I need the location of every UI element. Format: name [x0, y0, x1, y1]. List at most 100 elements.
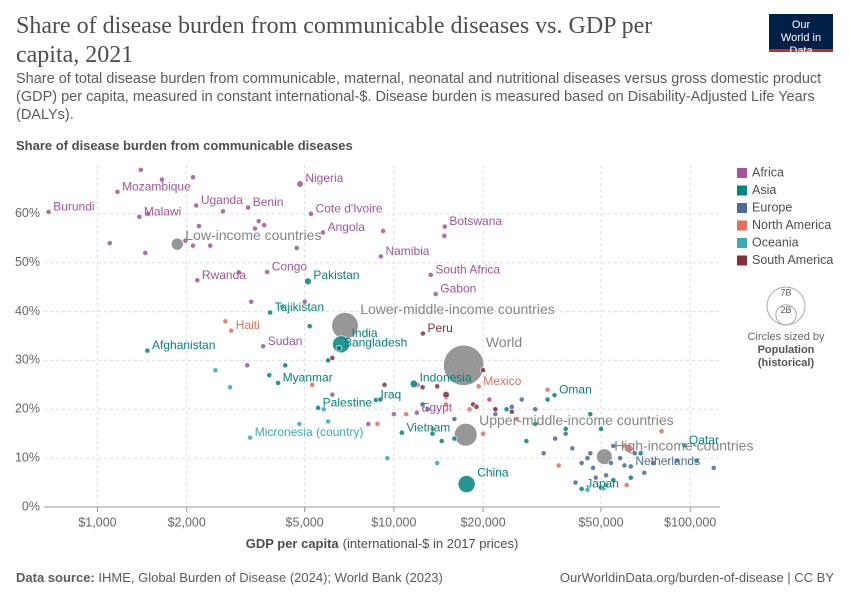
point	[267, 309, 273, 316]
point-label: High-income countries	[614, 438, 753, 454]
point	[227, 384, 233, 391]
point	[596, 448, 613, 465]
point	[627, 463, 634, 470]
point	[457, 475, 476, 493]
point	[475, 383, 482, 390]
point	[434, 460, 441, 466]
x-tick-label: $1,000	[78, 515, 116, 529]
point	[245, 204, 252, 211]
point	[555, 462, 562, 469]
point-label: Tajikistan	[275, 300, 324, 314]
point	[182, 237, 189, 244]
point-label: Iraq	[381, 388, 402, 402]
point	[451, 416, 458, 422]
point	[658, 428, 665, 435]
point-label: Benin	[253, 195, 284, 209]
point	[222, 318, 229, 325]
point	[590, 465, 596, 471]
point-label: Micronesia (country)	[255, 425, 364, 439]
point	[228, 327, 235, 334]
point	[248, 298, 255, 305]
url[interactable]: OurWorldinData.org/burden-of-disease | C…	[559, 570, 834, 585]
point	[631, 450, 638, 457]
point-label: Upper-middle-income countries	[479, 412, 674, 428]
point	[380, 228, 387, 234]
point	[159, 176, 165, 183]
point	[309, 381, 316, 388]
x-tick-label: $10,000	[371, 515, 416, 529]
point	[480, 367, 486, 374]
point	[603, 472, 609, 479]
point	[296, 421, 303, 427]
point	[335, 344, 343, 352]
point	[235, 269, 242, 276]
point	[106, 240, 113, 247]
point	[480, 430, 486, 437]
y-tick-label: 10%	[15, 450, 40, 464]
point	[523, 438, 530, 444]
point	[145, 210, 151, 217]
size-legend-label: 2B	[780, 305, 791, 315]
point-label: Lower-middle-income countries	[360, 301, 555, 317]
logo[interactable]: Our World in Data	[769, 14, 833, 57]
point	[390, 411, 397, 418]
point	[451, 435, 458, 442]
point	[296, 180, 304, 188]
point-label: Rwanda	[202, 268, 246, 282]
point	[513, 416, 520, 422]
point	[569, 445, 576, 452]
point	[532, 421, 539, 427]
point	[610, 477, 617, 484]
point	[247, 434, 254, 441]
point	[244, 362, 251, 369]
point-label: Malawi	[144, 204, 181, 218]
legend-swatch	[737, 203, 747, 213]
size-legend-measure: Population	[758, 344, 815, 356]
y-tick-label: 60%	[15, 206, 40, 220]
point	[170, 237, 184, 251]
point	[617, 455, 624, 462]
x-tick-label: $20,000	[460, 515, 505, 529]
x-axis-label-note: (international-$ in 2017 prices)	[343, 536, 519, 551]
x-tick-label: $100,000	[664, 515, 716, 529]
point-label: South Africa	[435, 263, 500, 277]
size-legend-label: 7B	[780, 287, 791, 297]
point	[266, 372, 273, 378]
point	[329, 355, 336, 361]
point	[673, 457, 680, 464]
point	[443, 344, 485, 386]
point	[325, 418, 332, 425]
point	[264, 269, 271, 275]
size-legend-circle	[775, 304, 797, 326]
point	[424, 406, 431, 413]
point	[610, 443, 617, 449]
point	[282, 362, 289, 369]
legend-swatch	[737, 255, 747, 266]
point	[443, 401, 449, 408]
legend-label: Africa	[752, 165, 784, 179]
point-label: World	[486, 334, 522, 350]
point-label: Pakistan	[313, 268, 359, 282]
point	[255, 218, 262, 225]
point	[584, 486, 591, 493]
point	[532, 406, 539, 413]
legend-swatch	[737, 220, 747, 231]
point	[398, 429, 405, 436]
point	[627, 474, 634, 481]
point	[261, 222, 268, 228]
point-label: Netherlands	[635, 454, 700, 468]
point	[508, 408, 515, 415]
point	[279, 303, 286, 310]
point-label: Bangladesh	[344, 335, 407, 349]
point-label: Indonesia	[420, 370, 472, 384]
y-tick-label: 20%	[15, 402, 40, 416]
point	[403, 411, 410, 418]
legend-swatch	[737, 168, 747, 178]
point	[144, 347, 151, 354]
point	[441, 223, 448, 230]
point	[438, 438, 445, 444]
point	[419, 401, 426, 408]
point	[365, 421, 372, 427]
point	[434, 383, 441, 390]
